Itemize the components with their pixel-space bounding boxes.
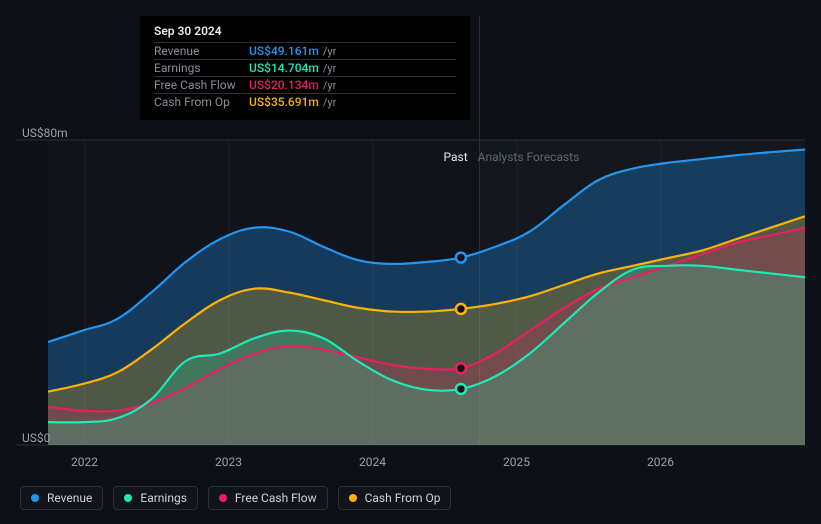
x-axis-year-label: 2025 [503,455,530,469]
x-axis-year-label: 2024 [359,455,386,469]
x-axis-year-label: 2023 [215,455,242,469]
legend-dot-icon [31,494,39,502]
legend-item-label: Revenue [47,491,92,505]
tooltip-metric-label: Earnings [154,61,249,75]
forecast-label: Analysts Forecasts [478,150,580,164]
past-forecast-labels: Past Analysts Forecasts [443,150,579,164]
tooltip-metric-label: Free Cash Flow [154,78,249,92]
legend-dot-icon [349,494,357,502]
legend-item-label: Free Cash Flow [235,491,317,505]
x-axis-year-label: 2022 [71,455,98,469]
tooltip-row: Free Cash FlowUS$20.134m/yr [154,76,456,93]
legend-item-label: Earnings [140,491,187,505]
y-axis-min-label: US$0 [22,431,50,445]
tooltip-metric-label: Revenue [154,44,249,58]
past-label: Past [443,150,467,164]
financials-chart: Sep 30 2024 RevenueUS$49.161m/yrEarnings… [0,0,821,524]
y-axis-max-label: US$80m [22,126,68,140]
tooltip-metric-value: US$14.704m [249,61,319,75]
tooltip-row: EarningsUS$14.704m/yr [154,59,456,76]
legend-item-label: Cash From Op [365,491,441,505]
tooltip-metric-unit: /yr [323,62,336,75]
tooltip-metric-unit: /yr [323,45,336,58]
chart-tooltip: Sep 30 2024 RevenueUS$49.161m/yrEarnings… [140,16,470,120]
tooltip-metric-value: US$35.691m [249,95,319,109]
legend-item-cash-from-op[interactable]: Cash From Op [338,486,452,510]
tooltip-date: Sep 30 2024 [154,24,456,38]
tooltip-metric-unit: /yr [323,79,336,92]
chart-legend: Revenue Earnings Free Cash Flow Cash From O… [20,486,451,510]
legend-dot-icon [219,494,227,502]
tooltip-row: Cash From OpUS$35.691m/yr [154,93,456,110]
tooltip-metric-unit: /yr [323,96,336,109]
tooltip-metric-label: Cash From Op [154,95,249,109]
tooltip-metric-value: US$20.134m [249,78,319,92]
tooltip-row: RevenueUS$49.161m/yr [154,42,456,59]
tooltip-metric-value: US$49.161m [249,44,319,58]
legend-item-free-cash-flow[interactable]: Free Cash Flow [208,486,328,510]
legend-item-revenue[interactable]: Revenue [20,486,103,510]
legend-item-earnings[interactable]: Earnings [113,486,198,510]
x-axis-year-label: 2026 [647,455,674,469]
legend-dot-icon [124,494,132,502]
